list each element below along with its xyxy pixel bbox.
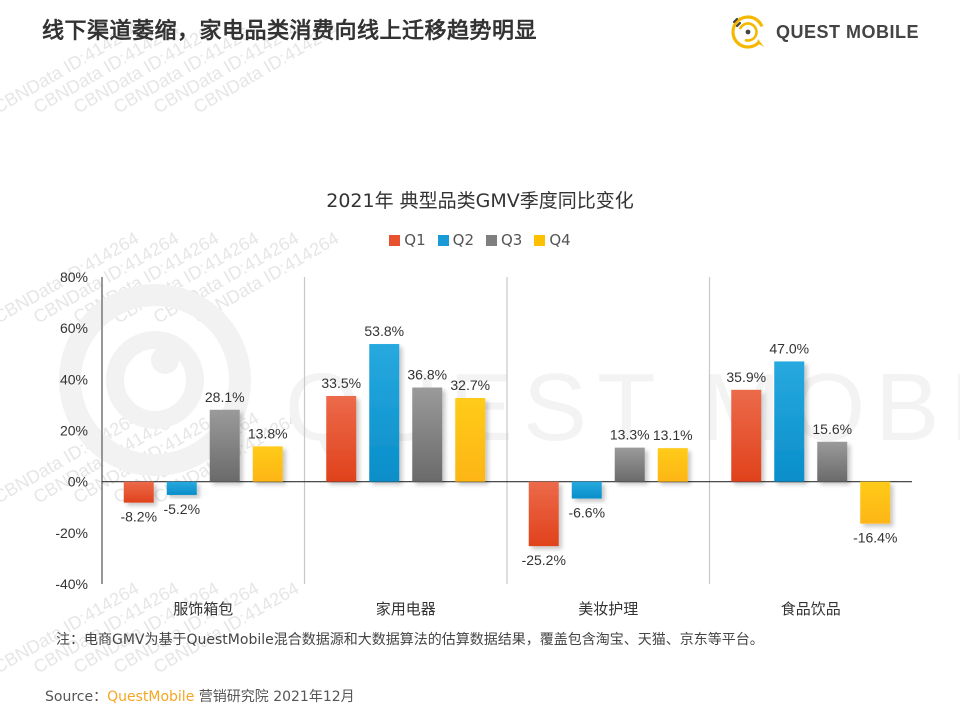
data-label: 13.3% <box>610 427 650 443</box>
bar-q3 <box>614 447 645 482</box>
data-label: 15.6% <box>812 421 852 437</box>
bar-q1 <box>528 481 559 547</box>
data-label: 13.8% <box>248 425 288 441</box>
data-label: -16.4% <box>853 530 897 546</box>
logo: QUEST MOBILE <box>728 12 919 52</box>
background-logo-inner-ring <box>106 331 204 429</box>
legend-swatch-q3 <box>486 234 497 246</box>
x-category-label: 食品饮品 <box>781 600 841 618</box>
x-category-label: 服饰箱包 <box>173 600 233 618</box>
source-prefix: Source： <box>45 689 108 705</box>
data-label: -5.2% <box>163 501 200 517</box>
data-label: -25.2% <box>522 552 566 568</box>
source-brand: QuestMobile <box>107 689 195 705</box>
chart-legend: Q1 Q2 Q3 Q4 <box>0 231 960 249</box>
legend-item-q2: Q2 <box>437 231 474 249</box>
footnote: 注：电商GMV为基于QuestMobile混合数据源和大数据算法的估算数据结果，… <box>56 632 764 648</box>
legend-label-q2: Q2 <box>452 231 474 249</box>
bar-q1 <box>123 481 154 503</box>
y-tick-label: 0% <box>68 474 88 490</box>
legend-item-q1: Q1 <box>389 231 426 249</box>
bar-q2 <box>369 344 400 482</box>
bar-q2 <box>166 481 197 495</box>
data-label: 47.0% <box>769 340 809 356</box>
bar-q3 <box>412 387 443 482</box>
legend-item-q4: Q4 <box>534 231 571 249</box>
data-label: 36.8% <box>407 367 447 383</box>
bar-q1 <box>731 389 762 482</box>
x-category-label: 家用电器 <box>376 600 436 618</box>
y-tick-label: -20% <box>55 525 88 541</box>
legend-label-q3: Q3 <box>501 231 523 249</box>
source-suffix: 营销研究院 2021年12月 <box>194 689 355 705</box>
bar-q3 <box>817 441 848 482</box>
legend-swatch-q4 <box>534 234 546 246</box>
bar-q4 <box>860 481 891 524</box>
data-label: 32.7% <box>450 377 490 393</box>
data-label: 13.1% <box>653 427 693 443</box>
bar-q4 <box>455 398 486 482</box>
bar-q1 <box>326 395 357 482</box>
background-logo-ring <box>59 284 251 476</box>
data-label: -8.2% <box>120 509 157 525</box>
data-label: 53.8% <box>364 323 404 339</box>
legend-label-q4: Q4 <box>549 231 571 249</box>
bar-q2 <box>571 481 602 499</box>
bar-q2 <box>774 361 805 482</box>
legend-swatch-q1 <box>389 234 401 246</box>
logo-text: QUEST MOBILE <box>776 21 920 42</box>
chart-title: 2021年 典型品类GMV季度同比变化 <box>326 190 634 212</box>
data-label: -6.6% <box>568 505 605 521</box>
y-tick-label: 80% <box>60 269 88 285</box>
legend-label-q1: Q1 <box>404 231 426 249</box>
data-label: 28.1% <box>205 389 245 405</box>
legend-item-q3: Q3 <box>486 231 522 249</box>
source-line: Source：QuestMobile 营销研究院 2021年12月 <box>45 686 355 706</box>
background-logo-dot <box>151 346 179 374</box>
quest-mobile-logo-icon <box>731 15 765 49</box>
data-label: 35.9% <box>726 369 766 385</box>
y-tick-label: 40% <box>60 371 88 387</box>
y-tick-label: 60% <box>60 320 88 336</box>
bar-q3 <box>209 409 240 482</box>
page-title: 线下渠道萎缩，家电品类消费向线上迁移趋势明显 <box>42 19 538 44</box>
data-label: 33.5% <box>321 375 361 391</box>
bar-q4 <box>252 446 283 482</box>
y-tick-label: -40% <box>55 576 88 592</box>
legend-swatch-q2 <box>437 234 449 246</box>
x-category-label: 美妆护理 <box>578 600 638 618</box>
bar-q4 <box>657 448 688 482</box>
y-tick-label: 20% <box>60 423 88 439</box>
